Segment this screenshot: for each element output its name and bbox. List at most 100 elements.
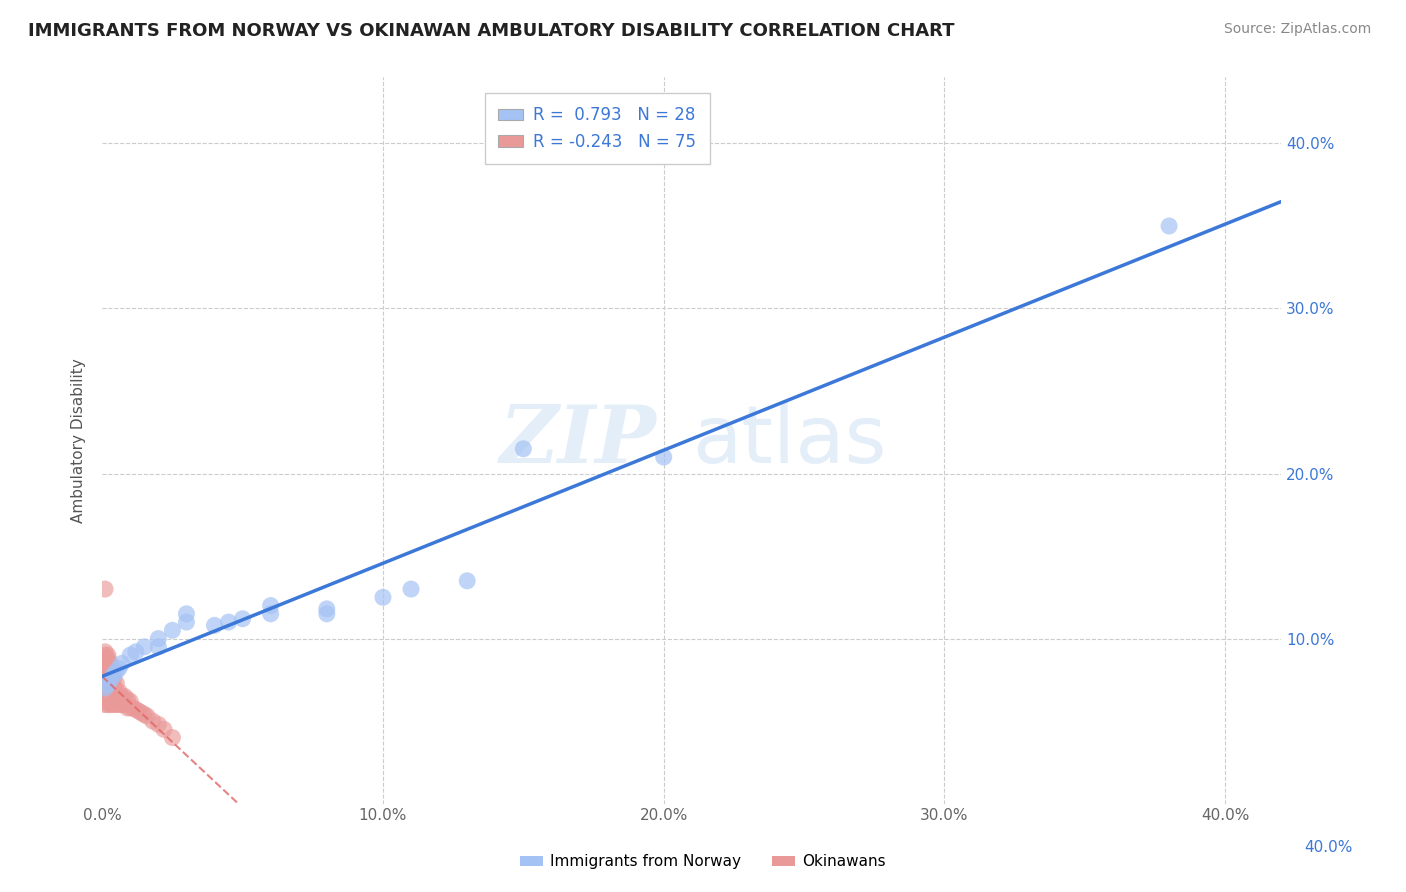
Point: [114, 698, 136, 712]
Point: [97, 665, 120, 679]
Point: [399, 582, 422, 596]
Point: [108, 661, 131, 675]
Point: [260, 607, 283, 621]
Point: [97, 671, 120, 685]
Point: [97, 690, 120, 704]
Point: [94, 694, 117, 708]
Point: [117, 701, 139, 715]
Point: [97, 655, 120, 669]
Point: [100, 688, 122, 702]
Point: [97, 668, 120, 682]
Point: [97, 678, 120, 692]
Point: [136, 709, 159, 723]
Point: [97, 678, 120, 692]
Point: [111, 698, 134, 712]
Point: [105, 684, 128, 698]
Point: [94, 678, 117, 692]
Point: [120, 701, 142, 715]
Point: [103, 680, 125, 694]
Point: [94, 645, 117, 659]
Point: [94, 661, 117, 675]
Point: [97, 681, 120, 695]
Text: ZIP: ZIP: [499, 401, 657, 479]
Point: [260, 599, 283, 613]
Point: [94, 686, 117, 700]
Text: Source: ZipAtlas.com: Source: ZipAtlas.com: [1223, 22, 1371, 37]
Point: [456, 574, 478, 588]
Point: [103, 698, 125, 712]
Point: [153, 723, 176, 737]
Point: [315, 602, 337, 616]
Point: [100, 671, 122, 685]
Point: [97, 674, 120, 689]
Point: [100, 681, 122, 695]
Point: [162, 731, 184, 745]
Point: [94, 657, 117, 671]
Point: [122, 701, 145, 715]
Legend: R =  0.793   N = 28, R = -0.243   N = 75: R = 0.793 N = 28, R = -0.243 N = 75: [485, 93, 710, 164]
Point: [148, 632, 170, 646]
Text: 40.0%: 40.0%: [1305, 839, 1353, 855]
Point: [111, 690, 134, 704]
Point: [97, 648, 120, 662]
Text: IMMIGRANTS FROM NORWAY VS OKINAWAN AMBULATORY DISABILITY CORRELATION CHART: IMMIGRANTS FROM NORWAY VS OKINAWAN AMBUL…: [28, 22, 955, 40]
Point: [218, 615, 240, 629]
Point: [94, 692, 117, 706]
Point: [105, 691, 128, 706]
Point: [108, 691, 131, 706]
Point: [97, 651, 120, 665]
Point: [134, 640, 156, 654]
Point: [94, 674, 117, 689]
Point: [100, 673, 122, 687]
Point: [94, 648, 117, 662]
Point: [117, 692, 139, 706]
Point: [125, 645, 148, 659]
Point: [100, 657, 122, 671]
Point: [128, 704, 150, 718]
Point: [94, 671, 117, 685]
Point: [105, 665, 128, 679]
Point: [162, 624, 184, 638]
Point: [94, 668, 117, 682]
Point: [108, 698, 131, 712]
Point: [94, 582, 117, 596]
Point: [94, 681, 117, 695]
Point: [94, 698, 117, 712]
Point: [232, 612, 254, 626]
Point: [97, 698, 120, 712]
Legend: Immigrants from Norway, Okinawans: Immigrants from Norway, Okinawans: [513, 848, 893, 875]
Point: [148, 640, 170, 654]
Point: [103, 686, 125, 700]
Point: [100, 698, 122, 712]
Point: [131, 706, 153, 720]
Point: [100, 665, 122, 679]
Point: [120, 694, 142, 708]
Point: [204, 618, 226, 632]
Point: [94, 684, 117, 698]
Point: [94, 673, 117, 687]
Point: [94, 681, 117, 695]
Point: [94, 665, 117, 679]
Point: [176, 615, 198, 629]
Point: [94, 651, 117, 665]
Point: [108, 684, 131, 698]
Point: [94, 655, 117, 669]
Point: [111, 657, 134, 671]
Point: [176, 607, 198, 621]
Point: [103, 665, 125, 679]
Y-axis label: Ambulatory Disability: Ambulatory Disability: [72, 359, 86, 523]
Point: [1159, 219, 1181, 233]
Point: [103, 692, 125, 706]
Point: [512, 442, 534, 456]
Point: [148, 717, 170, 731]
Point: [97, 684, 120, 698]
Point: [97, 661, 120, 675]
Text: atlas: atlas: [692, 401, 886, 480]
Point: [103, 673, 125, 687]
Point: [97, 657, 120, 672]
Point: [315, 607, 337, 621]
Point: [114, 690, 136, 704]
Point: [103, 668, 125, 682]
Point: [94, 657, 117, 672]
Point: [125, 702, 148, 716]
